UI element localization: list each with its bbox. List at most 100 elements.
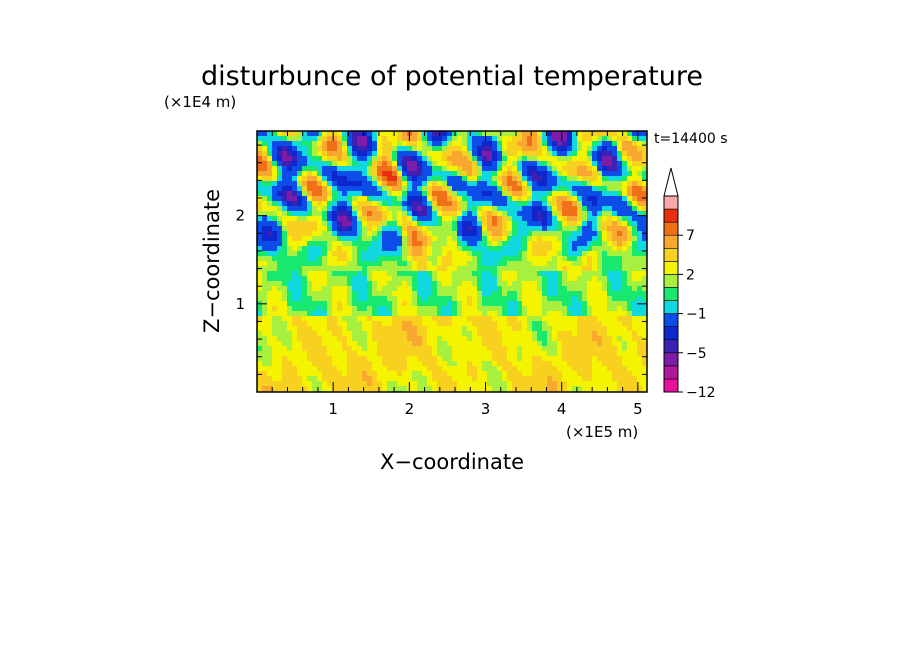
contour-cell xyxy=(572,186,578,192)
contour-cell xyxy=(337,191,343,197)
contour-cell xyxy=(522,336,528,342)
contour-cell xyxy=(642,166,647,172)
contour-cell xyxy=(582,241,588,247)
contour-cell xyxy=(302,346,308,352)
contour-cell xyxy=(617,366,623,372)
contour-cell xyxy=(482,301,488,307)
contour-cell xyxy=(347,136,353,142)
contour-cell xyxy=(372,321,378,327)
contour-cell xyxy=(537,346,543,352)
contour-cell xyxy=(472,316,478,322)
contour-cell xyxy=(602,336,608,342)
contour-cell xyxy=(602,151,608,157)
contour-cell xyxy=(622,341,628,347)
contour-cell xyxy=(607,326,613,332)
contour-cell xyxy=(472,191,478,197)
contour-cell xyxy=(637,341,643,347)
contour-cell xyxy=(587,346,593,352)
contour-cell xyxy=(467,236,473,242)
contour-cell xyxy=(292,296,298,302)
contour-cell xyxy=(577,186,583,192)
contour-cell xyxy=(522,136,528,142)
contour-cell xyxy=(277,151,283,157)
contour-cell xyxy=(352,341,358,347)
contour-cell xyxy=(502,261,508,267)
contour-cell xyxy=(282,136,288,142)
contour-cell xyxy=(522,246,528,252)
contour-cell xyxy=(562,271,568,277)
contour-cell xyxy=(522,156,528,162)
contour-cell xyxy=(282,186,288,192)
contour-cell xyxy=(617,156,623,162)
contour-cell xyxy=(617,381,623,387)
contour-cell xyxy=(497,146,503,152)
contour-cell xyxy=(587,371,593,377)
contour-cell xyxy=(342,231,348,237)
contour-cell xyxy=(552,151,558,157)
contour-cell xyxy=(347,216,353,222)
contour-cell xyxy=(407,296,413,302)
contour-cell xyxy=(347,261,353,267)
contour-cell xyxy=(372,351,378,357)
contour-cell xyxy=(542,136,548,142)
contour-cell xyxy=(492,271,498,277)
contour-cell xyxy=(582,361,588,367)
contour-cell xyxy=(332,336,338,342)
contour-cell xyxy=(347,281,353,287)
contour-cell xyxy=(282,351,288,357)
contour-cell xyxy=(512,326,518,332)
contour-cell xyxy=(267,246,273,252)
contour-cell xyxy=(637,381,643,387)
contour-cell xyxy=(387,171,393,177)
contour-cell xyxy=(462,276,468,282)
contour-cell xyxy=(397,381,403,387)
contour-cell xyxy=(632,366,638,372)
contour-cell xyxy=(572,196,578,202)
contour-cell xyxy=(257,151,263,157)
contour-cell xyxy=(367,171,373,177)
contour-cell xyxy=(362,381,368,387)
contour-cell xyxy=(547,316,553,322)
contour-cell xyxy=(412,296,418,302)
contour-cell xyxy=(522,221,528,227)
contour-cell xyxy=(587,271,593,277)
contour-cell xyxy=(642,286,647,292)
contour-cell xyxy=(442,186,448,192)
contour-cell xyxy=(462,291,468,297)
contour-cell xyxy=(567,171,573,177)
contour-cell xyxy=(332,301,338,307)
contour-cell xyxy=(407,151,413,157)
contour-cell xyxy=(267,276,273,282)
contour-cell xyxy=(482,196,488,202)
contour-cell xyxy=(297,191,303,197)
contour-cell xyxy=(402,186,408,192)
contour-cell xyxy=(477,366,483,372)
contour-cell xyxy=(322,151,328,157)
contour-cell xyxy=(302,241,308,247)
contour-cell xyxy=(442,336,448,342)
contour-cell xyxy=(562,176,568,182)
contour-cell xyxy=(557,386,563,392)
contour-cell xyxy=(602,136,608,142)
contour-cell xyxy=(442,261,448,267)
contour-cell xyxy=(257,291,263,297)
contour-cell xyxy=(592,331,598,337)
contour-cell xyxy=(627,271,633,277)
contour-cell xyxy=(397,191,403,197)
contour-cell xyxy=(442,226,448,232)
contour-cell xyxy=(622,251,628,257)
contour-cell xyxy=(572,371,578,377)
contour-cell xyxy=(612,276,618,282)
contour-cell xyxy=(357,336,363,342)
contour-cell xyxy=(627,191,633,197)
contour-cell xyxy=(307,351,313,357)
contour-cell xyxy=(482,166,488,172)
contour-cell xyxy=(507,231,513,237)
contour-cell xyxy=(552,251,558,257)
contour-cell xyxy=(392,136,398,142)
contour-cell xyxy=(482,331,488,337)
contour-cell xyxy=(467,221,473,227)
contour-cell xyxy=(272,131,278,137)
contour-cell xyxy=(502,266,508,272)
contour-cell xyxy=(297,236,303,242)
